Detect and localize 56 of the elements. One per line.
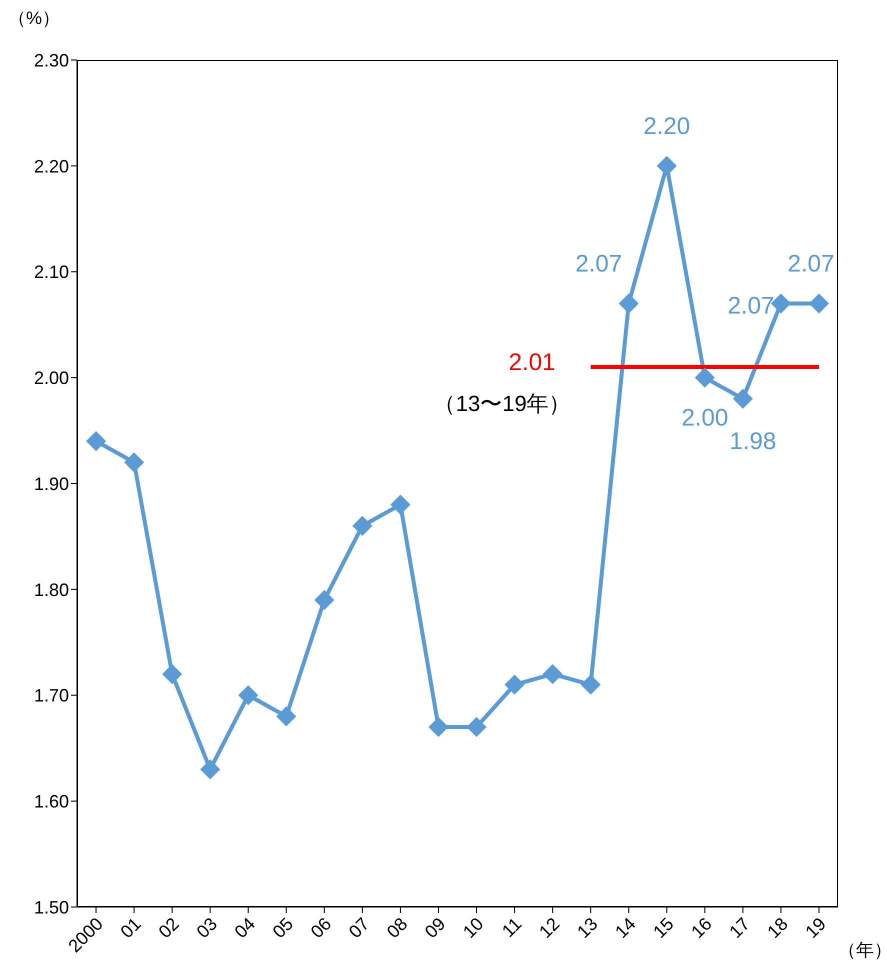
x-tick-label: 06 — [306, 914, 336, 942]
x-tick-label: 12 — [535, 914, 564, 942]
point — [86, 431, 106, 452]
point — [542, 664, 563, 684]
y-tick-label: 1.80 — [34, 580, 69, 600]
point — [618, 294, 639, 314]
point — [504, 674, 525, 695]
x-tick-label: 04 — [230, 914, 260, 942]
y-axis-title: （%） — [8, 7, 60, 30]
point — [352, 516, 372, 536]
data-label: 2.07 — [788, 250, 834, 278]
y-tick-label: 2.10 — [34, 262, 69, 282]
x-tick-label: 13 — [573, 914, 602, 942]
annotation: （13〜19年） — [434, 390, 571, 418]
point — [694, 368, 715, 388]
x-tick-label: 09 — [420, 914, 450, 942]
x-tick-label: 08 — [382, 914, 412, 942]
x-tick-label: 10 — [459, 914, 488, 942]
data-label: 2.20 — [643, 112, 690, 140]
x-tick-label: 07 — [344, 914, 374, 942]
x-tick-label: 02 — [154, 914, 183, 942]
x-tick-label: 01 — [116, 914, 145, 942]
point — [732, 388, 753, 409]
x-tick-label: 05 — [268, 914, 298, 942]
x-axis-title: （年） — [838, 939, 887, 962]
point — [428, 717, 448, 738]
x-tick-label: 18 — [763, 914, 792, 942]
annotation: 2.01 — [508, 349, 556, 378]
x-tick-label: 17 — [725, 914, 754, 942]
x-tick-label: 19 — [801, 914, 830, 942]
point — [580, 674, 601, 695]
y-tick-label: 2.20 — [34, 156, 69, 176]
point — [656, 156, 677, 176]
x-tick-label: 14 — [611, 914, 640, 942]
x-tick-label: 03 — [192, 914, 222, 942]
y-tick-label: 1.90 — [34, 474, 69, 494]
y-tick-label: 2.00 — [34, 368, 69, 388]
y-tick-label: 2.30 — [34, 50, 69, 70]
point — [390, 494, 410, 515]
data-label: 2.00 — [681, 404, 728, 432]
point — [200, 759, 220, 780]
point — [238, 685, 258, 706]
x-tick-label: 15 — [649, 914, 678, 942]
data-label: 2.07 — [728, 292, 774, 320]
y-tick-label: 1.60 — [34, 792, 69, 812]
y-tick-label: 1.70 — [34, 686, 69, 706]
y-tick-label: 1.50 — [34, 897, 69, 918]
point — [314, 590, 334, 610]
point — [276, 706, 296, 726]
data-label: 1.98 — [730, 428, 776, 455]
x-tick-label: 16 — [687, 914, 716, 942]
point — [162, 664, 182, 684]
point — [124, 452, 144, 472]
data-label: 2.07 — [575, 250, 622, 278]
x-tick-label: 11 — [498, 914, 526, 942]
point — [466, 717, 487, 738]
